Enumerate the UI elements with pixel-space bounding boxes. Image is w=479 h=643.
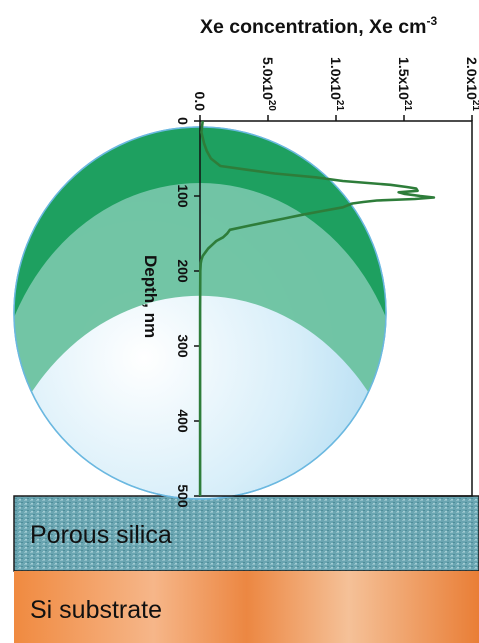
- concentration-tick-mantissa: 1.5x10: [396, 57, 412, 100]
- concentration-tick-mantissa: 2.0x10: [464, 57, 479, 100]
- concentration-tick-exponent: 21: [334, 100, 345, 112]
- concentration-tick-label: 5.0x1020: [260, 57, 277, 111]
- concentration-tick-label: 1.0x1021: [328, 57, 345, 111]
- xe-profile-line: [198, 120, 436, 496]
- concentration-tick-mantissa: 5.0x10: [260, 57, 276, 100]
- si-substrate-layer: [14, 571, 479, 643]
- depth-tick-label: 0: [175, 117, 191, 125]
- depth-axis-ticks: 0 100 200 300 400 500: [175, 117, 200, 508]
- porous-silica-label: Porous silica: [30, 521, 172, 549]
- concentration-tick-label: 2.0x1021: [464, 57, 479, 111]
- depth-tick-label: 400: [175, 409, 191, 433]
- concentration-tick-exponent: 21: [470, 100, 479, 112]
- concentration-tick-label: 0.0: [192, 92, 208, 112]
- depth-tick-label: 100: [175, 184, 191, 208]
- series-group: [198, 120, 436, 496]
- concentration-tick-exponent: 20: [266, 100, 277, 112]
- x-axis-label: Depth, nm: [141, 255, 160, 338]
- porous-silica-layer: [13, 495, 479, 572]
- sphere-illustration: [13, 126, 387, 500]
- concentration-tick-exponent: 21: [402, 100, 413, 112]
- chart-title-text: Xe concentration, Xe cm: [200, 16, 427, 38]
- concentration-tick-mantissa: 0.0: [192, 92, 208, 112]
- concentration-tick-label: 1.5x1021: [396, 57, 413, 111]
- depth-tick-label: 300: [175, 334, 191, 358]
- concentration-tick-mantissa: 1.0x10: [328, 57, 344, 100]
- depth-tick-label: 500: [175, 484, 191, 508]
- chart-title-superscript: -3: [427, 14, 438, 28]
- depth-tick-label: 200: [175, 259, 191, 283]
- si-substrate-label: Si substrate: [30, 596, 162, 624]
- chart-title: Xe concentration, Xe cm-3: [200, 14, 437, 38]
